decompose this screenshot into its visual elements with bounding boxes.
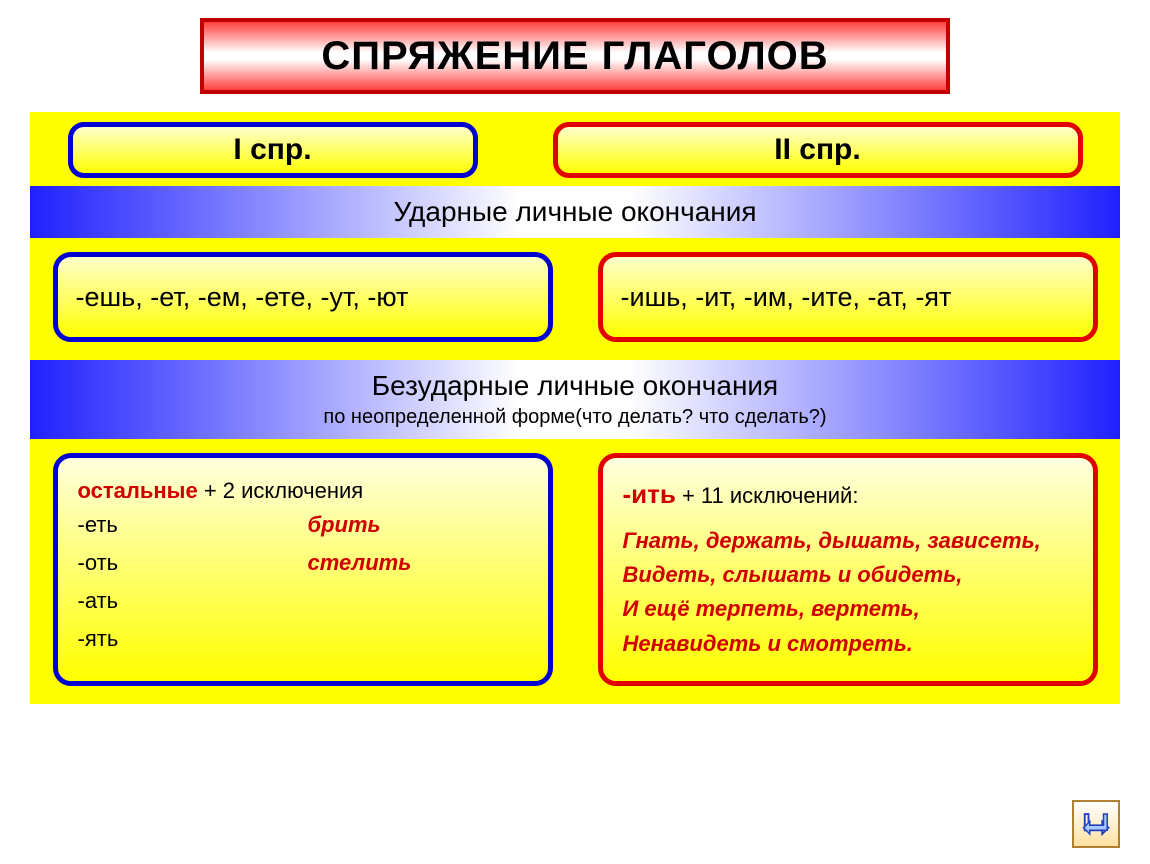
col2-line1-rest: + 11 исключений: <box>676 483 859 508</box>
bottom-row: остальные + 2 исключения -еть брить -оть… <box>30 439 1120 704</box>
col2-line1: -ить + 11 исключений: <box>623 474 1073 514</box>
section-band-2: Безударные личные окончания по неопредел… <box>30 360 1120 439</box>
slide: СПРЯЖЕНИЕ ГЛАГОЛОВ I спр. II спр. Ударны… <box>0 0 1150 864</box>
band1-text: Ударные личные окончания <box>30 196 1120 228</box>
unstressed-col2: -ить + 11 исключений: Гнать, держать, ды… <box>598 453 1098 686</box>
endings-row: -ешь, -ет, -ем, -ете, -ут, -ют -ишь, -ит… <box>30 238 1120 360</box>
suffix-yat: -ять <box>78 622 298 656</box>
col2-line1-red: -ить <box>623 479 676 509</box>
suffix-ot: -оть <box>78 546 298 580</box>
endings-col2-text: -ишь, -ит, -им, -ите, -ат, -ят <box>621 282 952 313</box>
column-headers-row: I спр. II спр. <box>30 112 1120 186</box>
col1-header-text: I спр. <box>233 133 311 167</box>
col2-header: II спр. <box>553 122 1083 178</box>
exception-brit: брить <box>308 508 528 542</box>
col1-grid: -еть брить -оть стелить -ать -ять <box>78 508 528 656</box>
content-area: I спр. II спр. Ударные личные окончания … <box>30 112 1120 704</box>
verse-line-4: Ненавидеть и смотреть. <box>623 627 1073 661</box>
col2-header-text: II спр. <box>774 133 860 167</box>
endings-col2: -ишь, -ит, -им, -ите, -ат, -ят <box>598 252 1098 342</box>
col1-line1-rest: + 2 исключения <box>198 478 363 503</box>
col1-line1-red: остальные <box>78 478 198 503</box>
slide-title: СПРЯЖЕНИЕ ГЛАГОЛОВ <box>321 34 828 79</box>
band2-sub: по неопределенной форме(что делать? что … <box>30 406 1120 429</box>
endings-col1-text: -ешь, -ет, -ем, -ете, -ут, -ют <box>76 282 409 313</box>
section-band-1: Ударные личные окончания <box>30 186 1120 238</box>
unstressed-col1: остальные + 2 исключения -еть брить -оть… <box>53 453 553 686</box>
suffix-et: -еть <box>78 508 298 542</box>
endings-col1: -ешь, -ет, -ем, -ете, -ут, -ют <box>53 252 553 342</box>
col1-header: I спр. <box>68 122 478 178</box>
verse-line-2: Видеть, слышать и обидеть, <box>623 558 1073 592</box>
band2-main: Безударные личные окончания <box>30 370 1120 402</box>
return-arrow-icon <box>1081 809 1111 839</box>
title-box: СПРЯЖЕНИЕ ГЛАГОЛОВ <box>200 18 950 94</box>
exception-stelit: стелить <box>308 546 528 580</box>
nav-back-button[interactable] <box>1072 800 1120 848</box>
col1-line1: остальные + 2 исключения <box>78 474 528 508</box>
verse-line-1: Гнать, держать, дышать, зависеть, <box>623 524 1073 558</box>
verse-line-3: И ещё терпеть, вертеть, <box>623 592 1073 626</box>
suffix-at: -ать <box>78 584 298 618</box>
